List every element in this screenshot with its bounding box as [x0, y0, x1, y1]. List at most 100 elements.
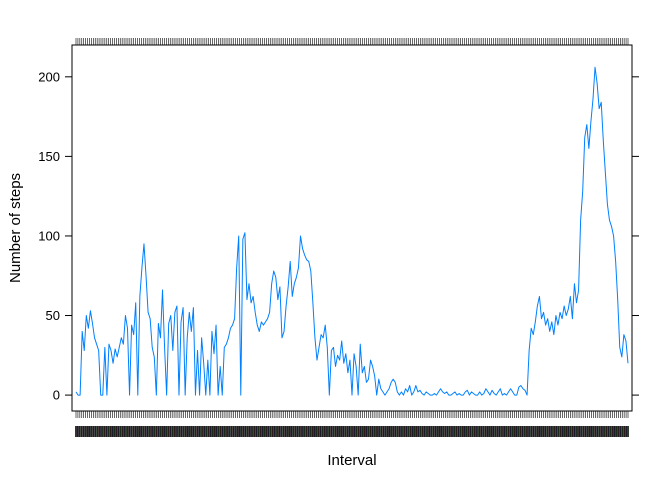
x-tick-label-mark: [586, 426, 589, 437]
x-tick-label-mark: [546, 426, 549, 437]
x-tick-label-mark: [623, 426, 626, 437]
x-tick-label-mark: [477, 426, 479, 437]
x-tick-label-mark: [534, 426, 537, 437]
x-tick-label-mark: [84, 426, 87, 437]
x-tick-label-mark: [350, 426, 352, 437]
x-tick-label-mark: [513, 426, 516, 437]
x-tick-label-mark: [602, 426, 604, 437]
x-tick-label-mark: [525, 426, 527, 437]
x-tick-label-mark: [352, 426, 354, 437]
x-tick-label-mark: [517, 426, 520, 437]
x-tick-label-mark: [153, 426, 156, 437]
x-tick-label-mark: [417, 426, 420, 437]
x-tick-label-mark: [271, 426, 274, 437]
x-tick-label-mark: [248, 426, 251, 437]
x-tick-label-mark: [588, 426, 591, 437]
x-tick-label-mark: [123, 426, 125, 437]
x-tick-label-mark: [134, 426, 137, 437]
x-tick-label-mark: [298, 426, 301, 437]
x-tick-label-mark: [102, 426, 104, 437]
x-tick-label-mark: [400, 426, 402, 437]
x-tick-label-mark: [136, 426, 139, 437]
x-tick-label-mark: [188, 426, 191, 437]
y-tick-label: 0: [53, 388, 60, 403]
x-tick-label-mark: [211, 426, 214, 437]
x-tick-label-mark: [107, 426, 110, 437]
y-tick-marks: [65, 76, 72, 396]
x-tick-label-mark: [353, 426, 356, 437]
x-tick-label-mark: [465, 426, 468, 437]
x-tick-label-mark: [557, 426, 560, 437]
x-tick-label-mark: [413, 426, 416, 437]
x-tick-label-mark: [96, 426, 99, 437]
x-tick-label-mark: [100, 426, 102, 437]
x-tick-label-mark: [611, 426, 614, 437]
x-tick-label-mark: [223, 426, 225, 437]
x-tick-label-mark: [192, 426, 195, 437]
x-tick-label-mark: [380, 426, 383, 437]
x-tick-label-mark: [453, 426, 456, 437]
x-tick-label-mark: [502, 426, 504, 437]
x-tick-label-mark: [177, 426, 179, 437]
x-tick-label-mark: [378, 426, 381, 437]
bottom-tick-marks: [75, 411, 629, 418]
x-tick-label-mark: [273, 426, 276, 437]
x-tick-label-mark: [527, 426, 529, 437]
x-tick-label-mark: [257, 426, 260, 437]
x-tick-label-mark: [627, 426, 629, 437]
x-tick-label-mark: [357, 426, 360, 437]
x-tick-label-mark: [125, 426, 127, 437]
y-tick-label: 150: [38, 149, 60, 164]
x-tick-label-mark: [480, 426, 483, 437]
x-tick-label-mark: [317, 426, 320, 437]
x-tick-label-mark: [315, 426, 318, 437]
x-tick-label-mark: [342, 426, 345, 437]
y-axis-title: Number of steps: [7, 173, 24, 283]
x-tick-label-mark: [440, 426, 443, 437]
x-tick-label-mark: [405, 426, 408, 437]
x-tick-label-mark: [348, 426, 351, 437]
x-tick-label-mark: [392, 426, 395, 437]
x-tick-label-mark: [228, 426, 231, 437]
x-tick-label-mark: [284, 426, 287, 437]
x-tick-label-mark: [98, 426, 100, 437]
x-tick-label-mark: [167, 426, 170, 437]
x-tick-label-mark: [579, 426, 581, 437]
x-tick-label-mark: [217, 426, 220, 437]
x-tick-label-mark: [459, 426, 462, 437]
x-tick-label-mark: [484, 426, 487, 437]
x-tick-label-mark: [594, 426, 597, 437]
x-tick-label-mark: [275, 426, 277, 437]
x-tick-label-mark: [509, 426, 512, 437]
x-tick-label-mark: [361, 426, 364, 437]
x-tick-label-mark: [307, 426, 310, 437]
y-tick-labels: 0 50 100 150 200: [38, 69, 60, 402]
x-tick-label-mark: [479, 426, 481, 437]
x-tick-label-mark: [203, 426, 206, 437]
x-tick-label-mark: [500, 426, 502, 437]
x-tick-label-mark: [396, 426, 399, 437]
x-tick-label-mark: [504, 426, 506, 437]
x-tick-label-mark: [280, 426, 283, 437]
x-tick-label-mark: [303, 426, 306, 437]
x-tick-label-mark: [475, 426, 477, 437]
x-tick-label-mark: [605, 426, 608, 437]
x-tick-label-mark: [371, 426, 374, 437]
x-tick-label-mark: [138, 426, 141, 437]
x-tick-label-mark: [515, 426, 518, 437]
x-tick-label-mark: [150, 426, 152, 437]
x-tick-label-mark: [340, 426, 343, 437]
x-tick-label-mark: [436, 426, 439, 437]
x-tick-label-mark: [327, 426, 329, 437]
top-tick-marks: [75, 38, 629, 45]
x-tick-label-mark: [300, 426, 302, 437]
x-tick-label-mark: [75, 426, 77, 437]
x-tick-label-mark: [309, 426, 312, 437]
x-tick-label-mark: [407, 426, 410, 437]
x-tick-label-mark: [505, 426, 508, 437]
x-tick-label-mark: [507, 426, 510, 437]
right-tick-marks: [632, 76, 639, 396]
x-tick-label-mark: [363, 426, 366, 437]
x-tick-label-mark: [263, 426, 266, 437]
x-tick-label-mark: [486, 426, 489, 437]
